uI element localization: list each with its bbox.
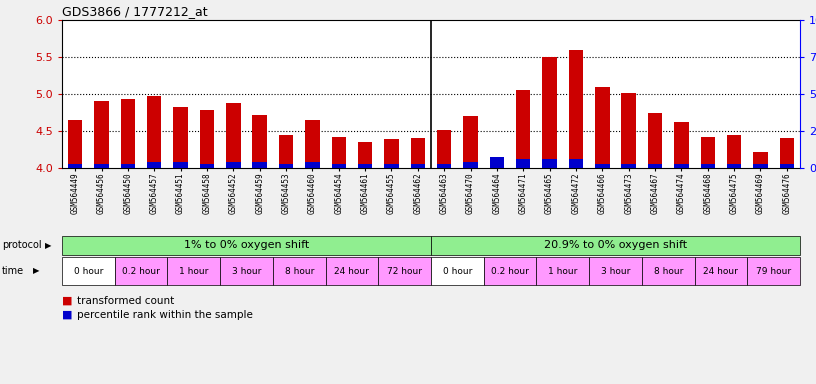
Bar — [700, 164, 715, 168]
Bar — [226, 103, 241, 168]
Bar — [121, 164, 135, 168]
Text: 72 hour: 72 hour — [387, 266, 422, 275]
Bar — [305, 120, 320, 168]
Text: 0 hour: 0 hour — [73, 266, 103, 275]
Text: time: time — [2, 266, 24, 276]
Bar — [648, 113, 663, 168]
Bar — [410, 138, 425, 168]
Bar — [95, 101, 109, 168]
Text: 8 hour: 8 hour — [285, 266, 314, 275]
Text: ▶: ▶ — [33, 266, 39, 275]
Bar — [622, 164, 636, 168]
Text: 20.9% to 0% oxygen shift: 20.9% to 0% oxygen shift — [544, 240, 687, 250]
Bar — [595, 87, 610, 168]
Bar — [358, 164, 372, 168]
Text: ■: ■ — [62, 310, 73, 320]
Bar — [147, 162, 162, 168]
Bar — [68, 164, 82, 168]
Bar — [226, 162, 241, 168]
Bar — [490, 159, 504, 168]
Bar — [674, 164, 689, 168]
Bar — [121, 99, 135, 168]
Bar — [279, 135, 293, 168]
Bar — [173, 162, 188, 168]
Bar — [147, 96, 162, 168]
Bar — [753, 152, 768, 168]
Text: 0.2 hour: 0.2 hour — [491, 266, 529, 275]
Bar — [384, 139, 399, 168]
Bar — [200, 110, 215, 168]
Bar — [490, 157, 504, 168]
Text: 79 hour: 79 hour — [756, 266, 792, 275]
Bar — [68, 120, 82, 168]
Bar — [331, 137, 346, 168]
Bar — [200, 164, 215, 168]
Bar — [516, 90, 530, 168]
Bar — [779, 138, 794, 168]
Bar — [516, 159, 530, 168]
Bar — [543, 159, 557, 168]
Text: 1% to 0% oxygen shift: 1% to 0% oxygen shift — [184, 240, 309, 250]
Bar — [648, 164, 663, 168]
Bar — [410, 164, 425, 168]
Bar — [358, 142, 372, 168]
Text: 8 hour: 8 hour — [654, 266, 683, 275]
Bar — [437, 129, 451, 168]
Bar — [674, 122, 689, 168]
Bar — [727, 136, 742, 168]
Bar — [384, 164, 399, 168]
Bar — [437, 164, 451, 168]
Text: percentile rank within the sample: percentile rank within the sample — [77, 310, 253, 320]
Bar — [700, 137, 715, 168]
Bar — [569, 159, 583, 168]
Text: ▶: ▶ — [45, 241, 51, 250]
Bar — [252, 115, 267, 168]
Bar — [595, 164, 610, 168]
Text: 0 hour: 0 hour — [442, 266, 472, 275]
Text: 24 hour: 24 hour — [335, 266, 370, 275]
Text: 3 hour: 3 hour — [232, 266, 261, 275]
Bar — [252, 162, 267, 168]
Bar — [331, 164, 346, 168]
Bar — [727, 164, 742, 168]
Bar — [463, 162, 478, 168]
Bar — [173, 107, 188, 168]
Text: protocol: protocol — [2, 240, 42, 250]
Bar — [753, 164, 768, 168]
Text: GDS3866 / 1777212_at: GDS3866 / 1777212_at — [62, 5, 207, 18]
Bar — [622, 93, 636, 168]
Bar — [463, 116, 478, 168]
Text: 3 hour: 3 hour — [601, 266, 630, 275]
Bar — [305, 162, 320, 168]
Text: 1 hour: 1 hour — [548, 266, 578, 275]
Bar — [279, 164, 293, 168]
Bar — [543, 57, 557, 168]
Text: 1 hour: 1 hour — [179, 266, 208, 275]
Text: ■: ■ — [62, 296, 73, 306]
Bar — [779, 164, 794, 168]
Bar — [95, 164, 109, 168]
Bar — [569, 50, 583, 168]
Text: 24 hour: 24 hour — [703, 266, 738, 275]
Text: 0.2 hour: 0.2 hour — [122, 266, 160, 275]
Text: transformed count: transformed count — [77, 296, 174, 306]
